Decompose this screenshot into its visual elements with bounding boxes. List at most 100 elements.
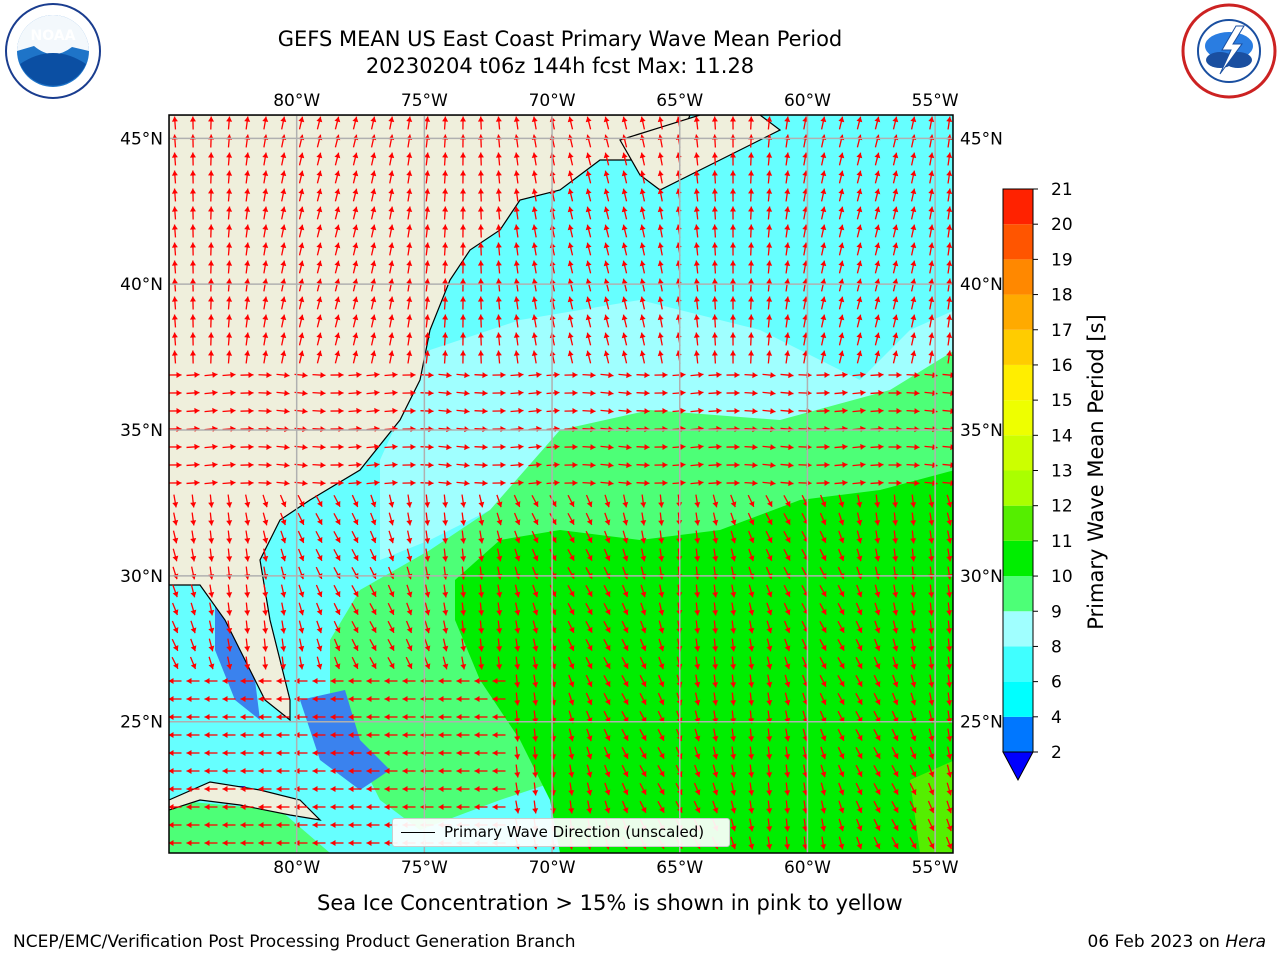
wave-arrow-head <box>532 772 539 778</box>
wave-arrow-head <box>730 789 737 796</box>
wave-arrow-head <box>914 444 920 451</box>
wave-arrow-head <box>464 372 470 379</box>
wave-arrow-head <box>240 768 246 774</box>
wave-arrow-head <box>910 296 917 303</box>
wave-arrow-head <box>388 609 395 615</box>
wave-arrow-head <box>208 502 215 508</box>
wave-arrow-head <box>477 350 484 356</box>
wave-arrow-head <box>388 537 395 544</box>
wave-arrow-head <box>477 260 484 266</box>
wave-arrow-head <box>711 260 718 266</box>
wave-arrow-head <box>586 753 593 760</box>
wave-arrow-head <box>784 332 791 338</box>
wave-arrow-head <box>374 389 380 396</box>
wave-arrow-head <box>788 372 794 379</box>
wave-arrow-head <box>222 840 228 846</box>
wave-arrow-head <box>730 807 737 814</box>
colorbar-label: Primary Wave Mean Period [s] <box>1084 314 1108 630</box>
wave-arrow-head <box>338 479 344 486</box>
wave-arrow-head <box>693 116 700 122</box>
wave-arrow-head <box>513 116 520 122</box>
wave-arrow-head <box>874 188 881 195</box>
wave-arrow-head <box>424 538 431 544</box>
wave-arrow-head <box>820 825 827 832</box>
wave-arrow-head <box>298 537 305 543</box>
wave-arrow-head <box>639 278 646 285</box>
wave-arrow-head <box>622 789 629 795</box>
wave-arrow-head <box>946 628 953 634</box>
wave-arrow-head <box>370 296 377 303</box>
wave-arrow-head <box>748 519 755 525</box>
wave-arrow-head <box>460 520 467 526</box>
wave-arrow-head <box>608 444 614 451</box>
wave-arrow-head <box>384 696 390 702</box>
wave-arrow-head <box>766 314 773 320</box>
wave-arrow-head <box>536 371 542 378</box>
wave-arrow-head <box>712 628 719 634</box>
wave-arrow-head <box>874 591 881 598</box>
wave-arrow-head <box>514 609 521 616</box>
wave-arrow-head <box>712 646 719 652</box>
wave-arrow-head <box>729 242 736 248</box>
wave-arrow-head <box>514 772 521 778</box>
wave-arrow-head <box>244 610 251 616</box>
wave-arrow-head <box>410 389 416 396</box>
wave-arrow-head <box>640 627 647 634</box>
wave-arrow-head <box>659 770 665 777</box>
lat-tick-label: 25°N <box>960 713 1003 733</box>
wave-arrow-head <box>258 714 264 720</box>
wave-arrow-head <box>514 555 521 562</box>
wave-arrow-head <box>766 645 773 652</box>
wave-arrow-head <box>910 242 917 249</box>
wave-arrow-head <box>914 372 920 379</box>
wave-arrow-head <box>892 556 899 562</box>
wave-arrow-head <box>892 188 899 195</box>
wave-arrow-head <box>928 628 935 634</box>
wave-arrow-head <box>280 664 287 670</box>
wave-arrow-head <box>639 314 646 321</box>
wave-arrow-head <box>856 789 863 795</box>
wave-arrow-head <box>262 296 269 303</box>
wave-arrow-head <box>928 789 935 796</box>
wave-arrow-head <box>586 807 593 814</box>
wave-arrow-head <box>658 520 665 526</box>
wave-arrow-head <box>240 678 246 684</box>
wave-arrow-head <box>640 537 647 544</box>
wave-arrow-head <box>856 314 863 321</box>
wave-arrow-head <box>352 242 359 249</box>
colorbar-tick-label: 19 <box>1051 250 1073 270</box>
wave-arrow-head <box>531 224 538 231</box>
wave-arrow-head <box>748 682 755 688</box>
wave-arrow-head <box>748 350 755 356</box>
wave-arrow-head <box>280 537 287 544</box>
wave-arrow-head <box>856 807 863 813</box>
wave-arrow-head <box>892 681 899 688</box>
wave-arrow-head <box>353 590 359 597</box>
wave-arrow-head <box>280 314 287 321</box>
wave-arrow-head <box>262 646 269 652</box>
wave-arrow-head <box>348 732 354 738</box>
wave-arrow-head <box>860 389 866 396</box>
wave-arrow-head <box>766 242 773 248</box>
wave-arrow-head <box>585 314 592 321</box>
wave-arrow-head <box>657 350 664 357</box>
wave-arrow-head <box>353 536 359 543</box>
wave-arrow-head <box>572 461 578 468</box>
wave-arrow-head <box>784 314 791 320</box>
wave-arrow-head <box>262 278 269 285</box>
wave-arrow-head <box>910 681 917 688</box>
wave-arrow-head <box>478 610 485 616</box>
wave-arrow-head <box>495 260 502 266</box>
wave-arrow-head <box>550 609 557 615</box>
wave-arrow-head <box>585 152 592 159</box>
colorbar-tick-label: 15 <box>1051 391 1073 411</box>
wave-arrow-head <box>370 260 377 267</box>
wave-arrow-head <box>860 479 866 486</box>
wave-arrow <box>942 427 953 431</box>
wave-arrow-head <box>424 260 431 266</box>
wave-arrow-head <box>693 278 700 284</box>
wave-arrow-head <box>204 732 210 738</box>
wave-arrow-head <box>514 646 521 652</box>
wave-arrow-head <box>298 242 305 249</box>
wave-arrow-head <box>605 626 611 633</box>
